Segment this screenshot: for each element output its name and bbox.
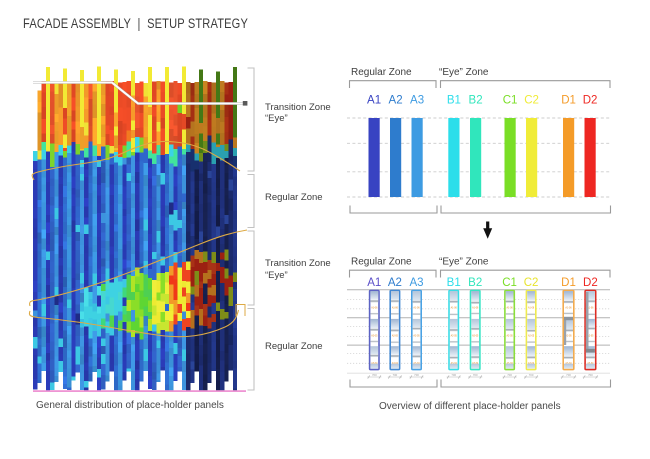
svg-text:Regular Zone: Regular Zone xyxy=(351,67,412,78)
svg-text:A2-05: A2-05 xyxy=(371,335,378,338)
svg-text:A1-06: A1-06 xyxy=(392,307,399,310)
svg-text:B2: B2 xyxy=(469,95,483,107)
svg-text:A1-06: A1-06 xyxy=(565,307,572,310)
svg-text:A2-05: A2-05 xyxy=(587,335,594,338)
svg-text:A1-06: A1-06 xyxy=(507,307,514,310)
svg-text:700: 700 xyxy=(588,373,593,377)
svg-text:A3-04: A3-04 xyxy=(565,362,572,365)
svg-text:B1: B1 xyxy=(447,277,461,289)
svg-text:A2: A2 xyxy=(388,277,402,289)
svg-text:C2: C2 xyxy=(524,277,539,289)
svg-text:700: 700 xyxy=(529,373,534,377)
svg-text:A1: A1 xyxy=(367,277,381,289)
svg-text:C2: C2 xyxy=(524,95,539,107)
svg-text:A3-04: A3-04 xyxy=(587,362,594,365)
svg-text:A3-04: A3-04 xyxy=(507,362,514,365)
svg-text:A1-06: A1-06 xyxy=(413,307,420,310)
svg-text:A2-05: A2-05 xyxy=(472,335,479,338)
svg-text:C1: C1 xyxy=(503,95,518,107)
svg-text:A2-05: A2-05 xyxy=(507,335,514,338)
svg-text:A3-04: A3-04 xyxy=(371,362,378,365)
svg-text:A3: A3 xyxy=(410,95,424,107)
svg-text:A3-04: A3-04 xyxy=(528,362,535,365)
svg-text:700: 700 xyxy=(473,373,478,377)
svg-text:D2: D2 xyxy=(583,95,598,107)
svg-text:700: 700 xyxy=(414,373,419,377)
svg-text:700: 700 xyxy=(507,373,512,377)
svg-text:A2-05: A2-05 xyxy=(565,335,572,338)
svg-text:A2: A2 xyxy=(389,95,403,107)
svg-text:C1: C1 xyxy=(502,277,517,289)
svg-text:A1-06: A1-06 xyxy=(528,307,535,310)
svg-text:B1: B1 xyxy=(447,95,461,107)
svg-text:A1-06: A1-06 xyxy=(472,307,479,310)
svg-text:D1: D1 xyxy=(561,277,576,289)
svg-text:B2: B2 xyxy=(468,277,482,289)
svg-text:D1: D1 xyxy=(561,95,576,107)
svg-text:A2-05: A2-05 xyxy=(413,335,420,338)
svg-text:700: 700 xyxy=(451,373,456,377)
svg-text:700: 700 xyxy=(372,373,377,377)
svg-text:A3-04: A3-04 xyxy=(392,362,399,365)
svg-text:“Eye” Zone: “Eye” Zone xyxy=(439,257,489,268)
svg-text:A1-06: A1-06 xyxy=(371,307,378,310)
svg-text:A2-05: A2-05 xyxy=(451,335,458,338)
svg-text:700: 700 xyxy=(566,373,571,377)
svg-text:A1-06: A1-06 xyxy=(451,307,458,310)
svg-text:700: 700 xyxy=(393,373,398,377)
svg-text:A1-06: A1-06 xyxy=(587,307,594,310)
svg-text:A3-04: A3-04 xyxy=(451,362,458,365)
svg-text:A1: A1 xyxy=(367,95,381,107)
svg-text:Regular Zone: Regular Zone xyxy=(351,257,412,268)
svg-text:“Eye” Zone: “Eye” Zone xyxy=(439,67,489,78)
svg-text:A3-04: A3-04 xyxy=(472,362,479,365)
svg-text:A2-05: A2-05 xyxy=(528,335,535,338)
svg-text:A3-04: A3-04 xyxy=(413,362,420,365)
svg-text:D2: D2 xyxy=(583,277,598,289)
svg-text:A3: A3 xyxy=(409,277,423,289)
svg-text:A2-05: A2-05 xyxy=(392,335,399,338)
